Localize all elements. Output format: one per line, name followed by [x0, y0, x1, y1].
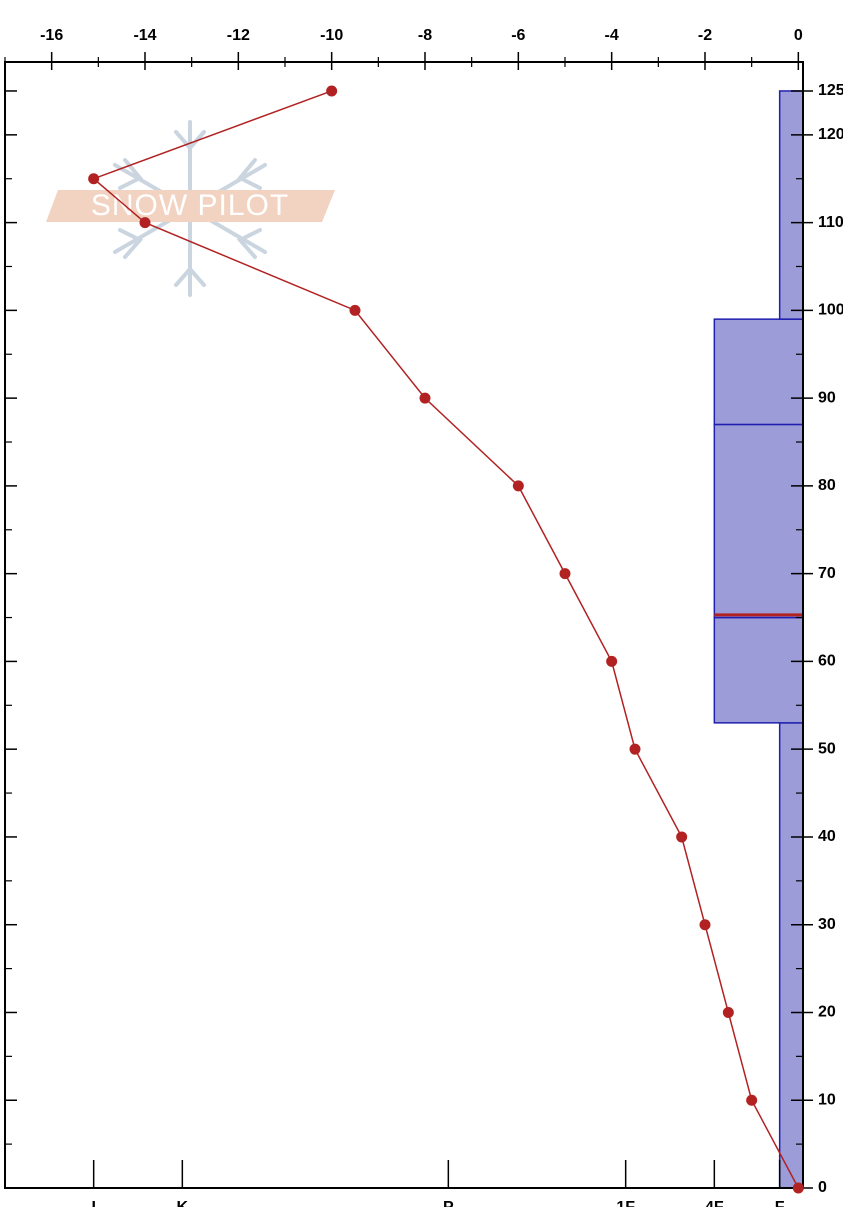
temperature-point [419, 392, 431, 404]
hardness-label: I [91, 1199, 95, 1207]
temperature-point [512, 480, 524, 492]
x-tick-label: -12 [227, 27, 250, 44]
temperature-point [606, 655, 618, 667]
hardness-layer [713, 616, 804, 724]
temperature-point [699, 919, 711, 931]
y-tick-label: 10 [818, 1091, 836, 1108]
temperature-point [139, 217, 151, 229]
x-tick-label: 0 [794, 27, 803, 44]
x-tick-label: -16 [40, 27, 63, 44]
y-tick-label: 100 [818, 302, 843, 319]
y-tick-label: 80 [818, 477, 836, 494]
y-tick-label: 0 [818, 1179, 827, 1196]
temperature-point [629, 743, 641, 755]
hardness-label: F [775, 1199, 785, 1207]
y-tick-label: 20 [818, 1004, 836, 1021]
temperature-point [746, 1094, 758, 1106]
y-tick-label: 40 [818, 828, 836, 845]
y-tick-label: 110 [818, 214, 843, 231]
y-tick-label: 50 [818, 740, 836, 757]
temperature-point [792, 1182, 804, 1194]
x-tick-label: -4 [605, 27, 619, 44]
y-tick-label: 30 [818, 916, 836, 933]
y-tick-label: 70 [818, 565, 836, 582]
temperature-point [676, 831, 688, 843]
x-tick-label: -6 [511, 27, 525, 44]
hardness-layer [713, 423, 804, 619]
hardness-label: 1F [616, 1199, 635, 1207]
temperature-point [722, 1006, 734, 1018]
temperature-point [349, 304, 361, 316]
y-tick-label: 125 [818, 82, 843, 99]
watermark: SNOW PILOT [46, 120, 335, 297]
temperature-point [88, 173, 100, 185]
temperature-point [326, 85, 338, 97]
y-tick-label: 90 [818, 389, 836, 406]
y-tick-label: 60 [818, 653, 836, 670]
watermark-text: SNOW PILOT [91, 189, 289, 222]
hardness-layer [778, 90, 804, 320]
plot-frame [4, 61, 804, 1189]
x-tick-label: -14 [133, 27, 156, 44]
hardness-label: 4F [705, 1199, 724, 1207]
temperature-point [559, 568, 571, 580]
x-tick-label: -10 [320, 27, 343, 44]
x-tick-label: -8 [418, 27, 432, 44]
temperature-line [92, 90, 799, 1189]
hardness-label: K [177, 1199, 189, 1207]
hardness-layer [713, 318, 804, 426]
y-tick-label: 120 [818, 126, 843, 143]
hardness-label: P [443, 1199, 454, 1207]
x-tick-label: -2 [698, 27, 712, 44]
